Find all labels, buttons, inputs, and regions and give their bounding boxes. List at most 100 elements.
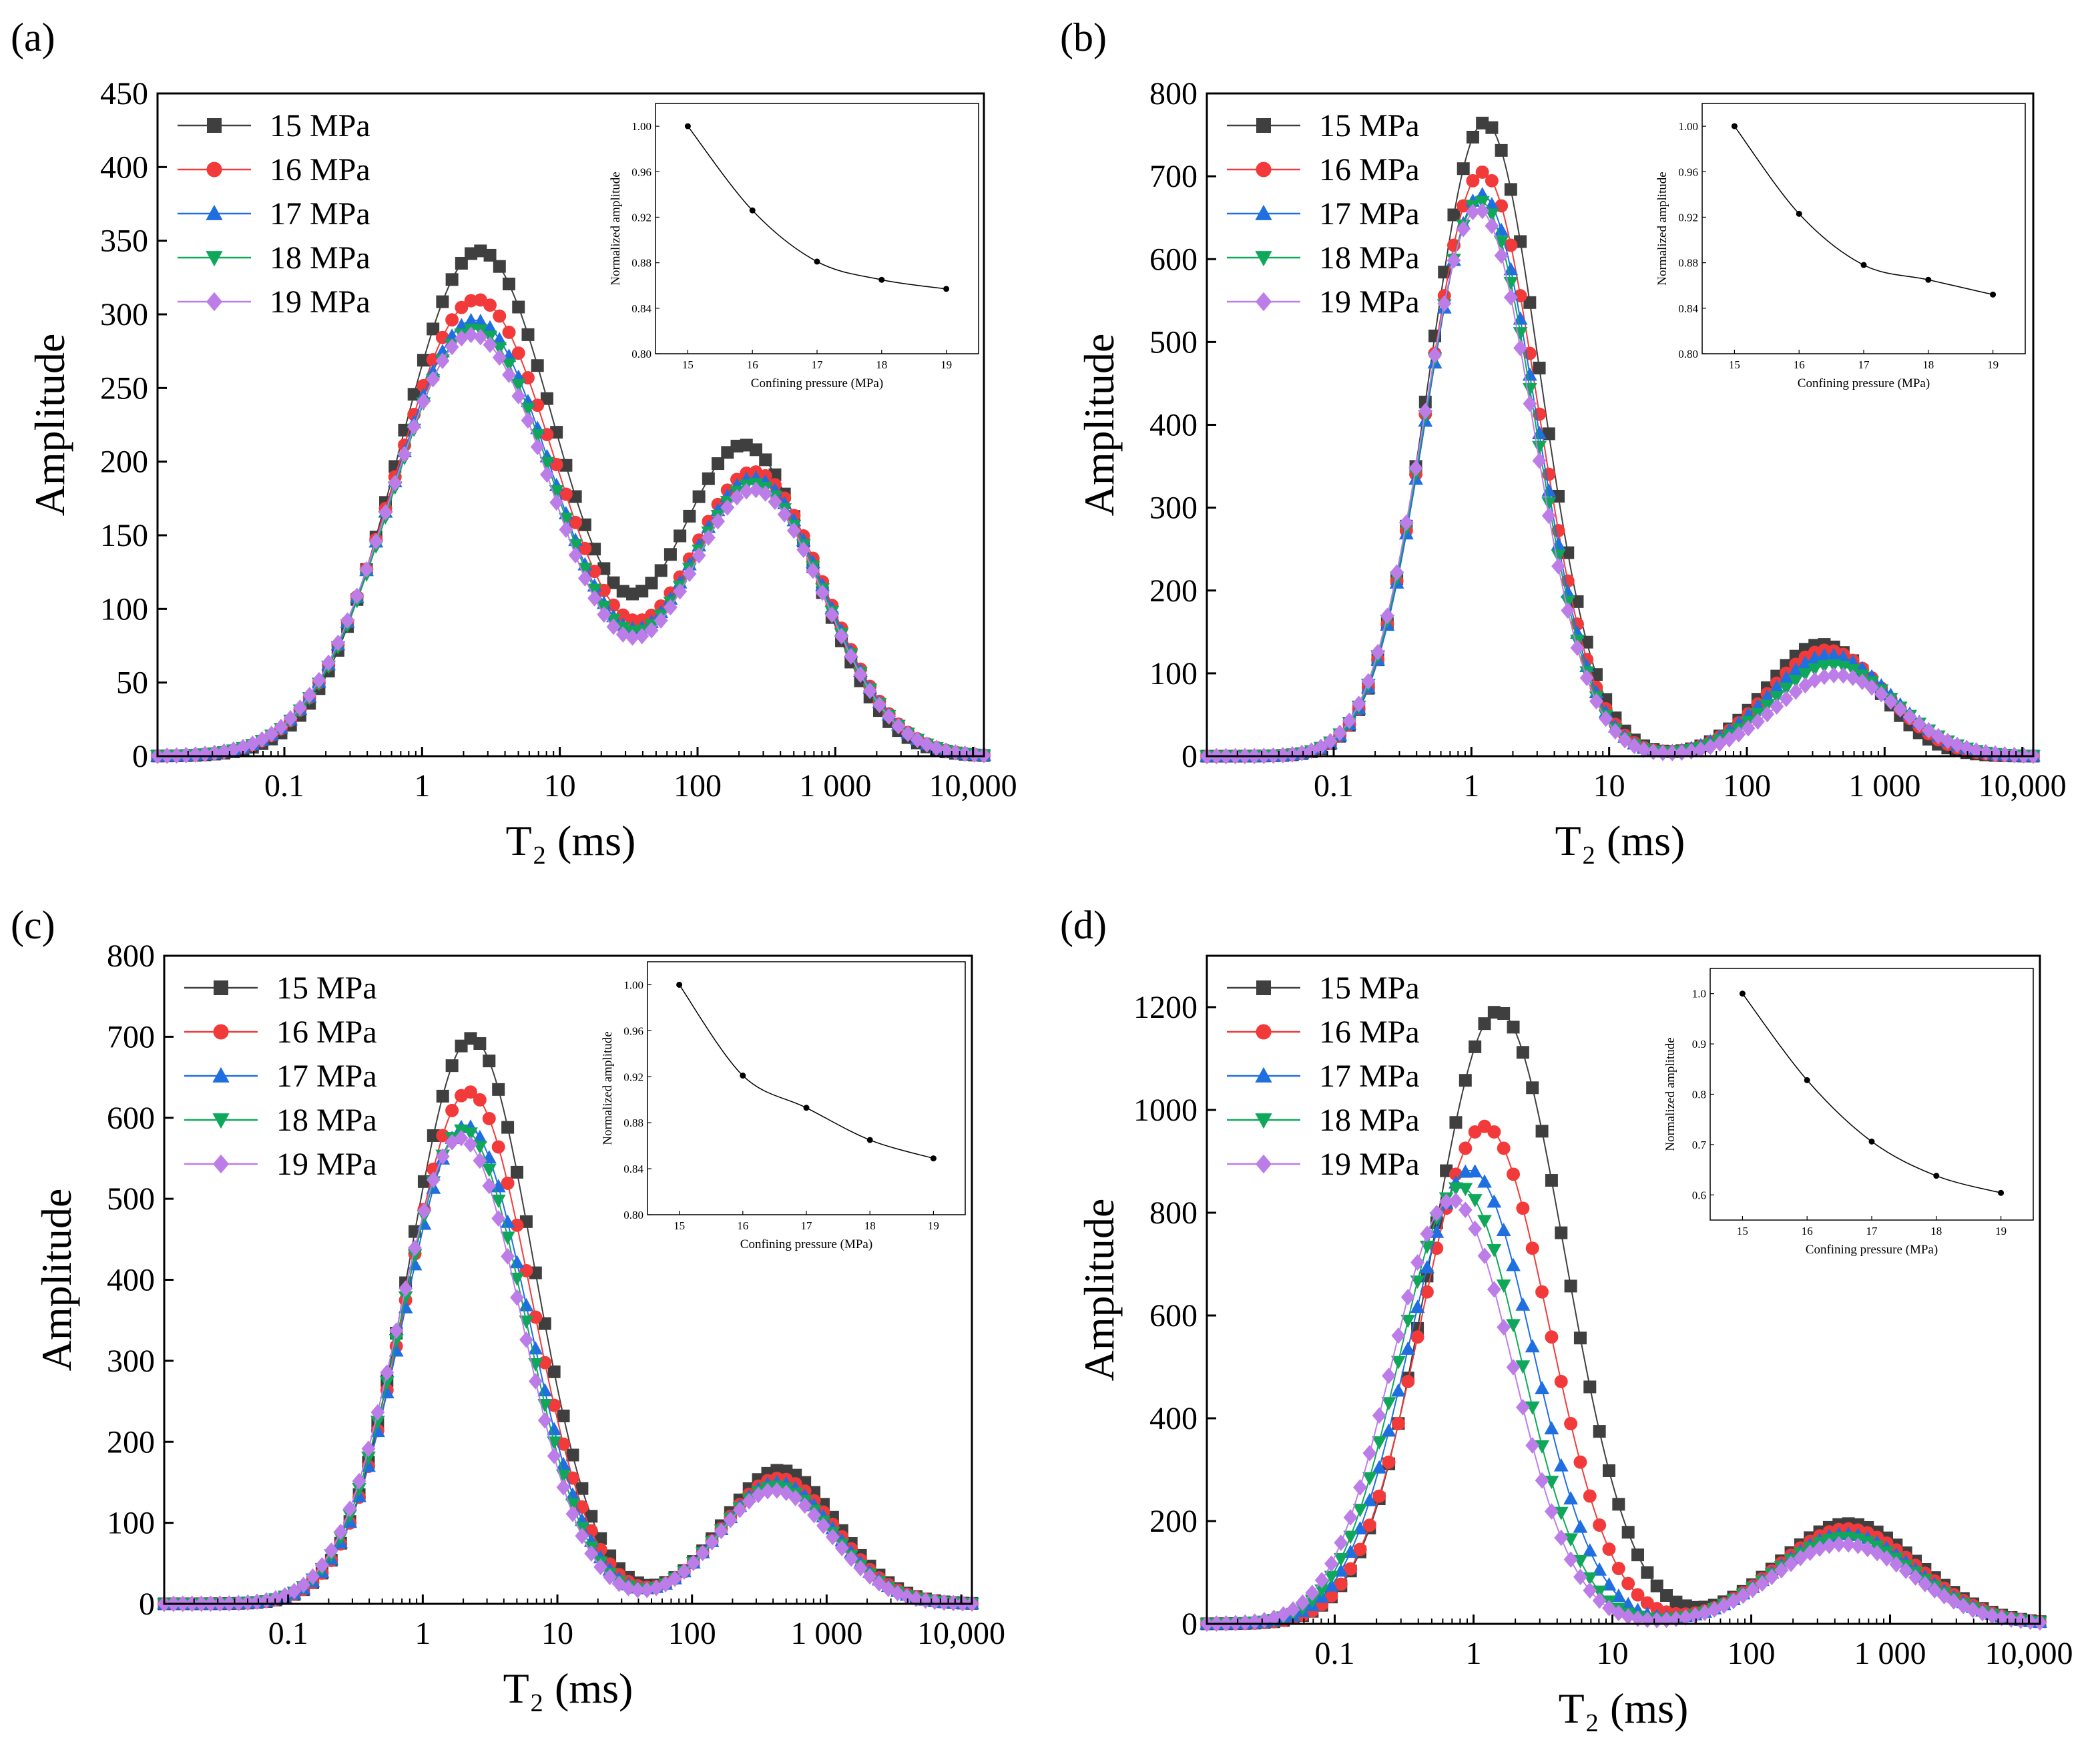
x-tick-label: 1 [1466, 1636, 1482, 1671]
inset-x-title: Confining pressure (MPa) [1806, 1243, 1938, 1257]
inset-y-tick-label: 0.7 [1692, 1139, 1707, 1151]
data-point [1788, 675, 1804, 689]
data-point [1822, 1537, 1836, 1554]
x-axis-title: T₂ (ms) [1559, 1685, 1689, 1732]
legend-marker [212, 1067, 230, 1083]
data-point [1912, 715, 1926, 733]
data-point [530, 429, 545, 443]
data-point [777, 506, 792, 523]
data-point [1736, 1587, 1750, 1604]
inset-point [1868, 1138, 1875, 1145]
inset-x-tick-label: 15 [1729, 358, 1740, 371]
data-point [1669, 1595, 1683, 1608]
data-point [566, 1448, 579, 1462]
y-axis-title: Amplitude [26, 334, 73, 517]
x-tick-label: 100 [668, 1616, 716, 1651]
data-point [1295, 1594, 1310, 1611]
data-point [644, 621, 659, 639]
data-point [1276, 747, 1290, 764]
legend-label: 17 MPa [276, 1059, 377, 1094]
chart-panel-2: (b) 0 100 200 300 400 500 600 700 800 0.1 1 10 100 1 0… [1060, 15, 2067, 864]
legend-label: 16 MPa [1319, 152, 1420, 188]
data-point [1884, 693, 1898, 710]
data-point [287, 1582, 302, 1600]
data-point [559, 521, 573, 538]
legend-marker [213, 1024, 229, 1040]
data-point [645, 577, 658, 590]
inset-point [676, 981, 683, 988]
data-point [1507, 1020, 1520, 1034]
data-point [1554, 1374, 1568, 1388]
data-point [711, 513, 726, 530]
data-point [454, 318, 469, 332]
data-point [1513, 340, 1528, 356]
data-point [1487, 1125, 1501, 1139]
data-point [1372, 1489, 1386, 1503]
data-point [585, 1510, 598, 1523]
inset-x-title: Confining pressure (MPa) [740, 1237, 872, 1251]
y-tick-label: 400 [1149, 1401, 1198, 1436]
data-point [1817, 668, 1832, 685]
data-point [511, 379, 526, 393]
data-point [482, 1177, 497, 1195]
x-tick-label: 1 [1463, 768, 1479, 804]
legend-marker [206, 251, 223, 267]
data-point [1707, 1601, 1722, 1618]
data-point [1922, 722, 1936, 739]
data-point [1602, 1542, 1616, 1556]
data-point [806, 562, 820, 579]
data-point [521, 328, 535, 341]
data-point [1449, 1116, 1463, 1129]
legend-label: 19 MPa [276, 1147, 377, 1182]
y-tick-label: 400 [100, 150, 148, 185]
data-point [1487, 1006, 1501, 1019]
data-point [417, 354, 430, 367]
data-point [1573, 1332, 1587, 1345]
data-point [770, 1482, 784, 1499]
legend-marker [206, 204, 223, 220]
data-point [1497, 1319, 1511, 1336]
data-point [1458, 1201, 1473, 1219]
inset-y-tick-label: 0.96 [1678, 166, 1698, 178]
x-axis-title: T₂ (ms) [506, 817, 636, 864]
panel-label: (a) [11, 15, 55, 59]
data-point [577, 570, 592, 587]
data-point [463, 1136, 478, 1153]
data-point [342, 1500, 357, 1518]
legend-label: 15 MPa [1319, 970, 1420, 1006]
data-point [1478, 1017, 1491, 1031]
inset-x-title: Confining pressure (MPa) [1798, 376, 1930, 390]
data-point [587, 565, 601, 579]
y-tick-label: 700 [107, 1019, 155, 1055]
data-point [786, 522, 801, 539]
data-point [1248, 1613, 1262, 1630]
data-point [1467, 1194, 1483, 1208]
data-point [1457, 199, 1471, 213]
data-point [682, 565, 697, 583]
data-point [1410, 1330, 1424, 1344]
data-point [557, 1409, 570, 1422]
data-point [565, 1471, 579, 1485]
inset-point [1739, 990, 1746, 997]
data-point [1324, 1589, 1338, 1603]
data-point [1779, 682, 1794, 696]
data-point [1582, 1543, 1597, 1557]
data-point [397, 446, 412, 463]
plot-frame [156, 92, 985, 758]
data-point [796, 541, 811, 558]
inset-y-tick-label: 0.80 [631, 348, 651, 360]
data-point [1570, 639, 1585, 656]
legend: 15 MPa 16 MPa 17 MPa 18 MPa 19 MPa [184, 970, 377, 1182]
data-point [1399, 514, 1414, 531]
data-point [314, 1556, 329, 1574]
data-point [597, 606, 611, 623]
y-axis-title: Amplitude [33, 1189, 80, 1372]
data-point [565, 1487, 580, 1501]
legend: 15 MPa 16 MPa 17 MPa 18 MPa 19 MPa [178, 108, 370, 320]
data-point [1305, 1584, 1320, 1602]
data-point [306, 1568, 320, 1585]
data-point [1487, 1243, 1502, 1257]
data-point [1477, 1247, 1492, 1264]
legend-marker [1255, 1154, 1272, 1174]
data-point [1611, 1562, 1625, 1575]
